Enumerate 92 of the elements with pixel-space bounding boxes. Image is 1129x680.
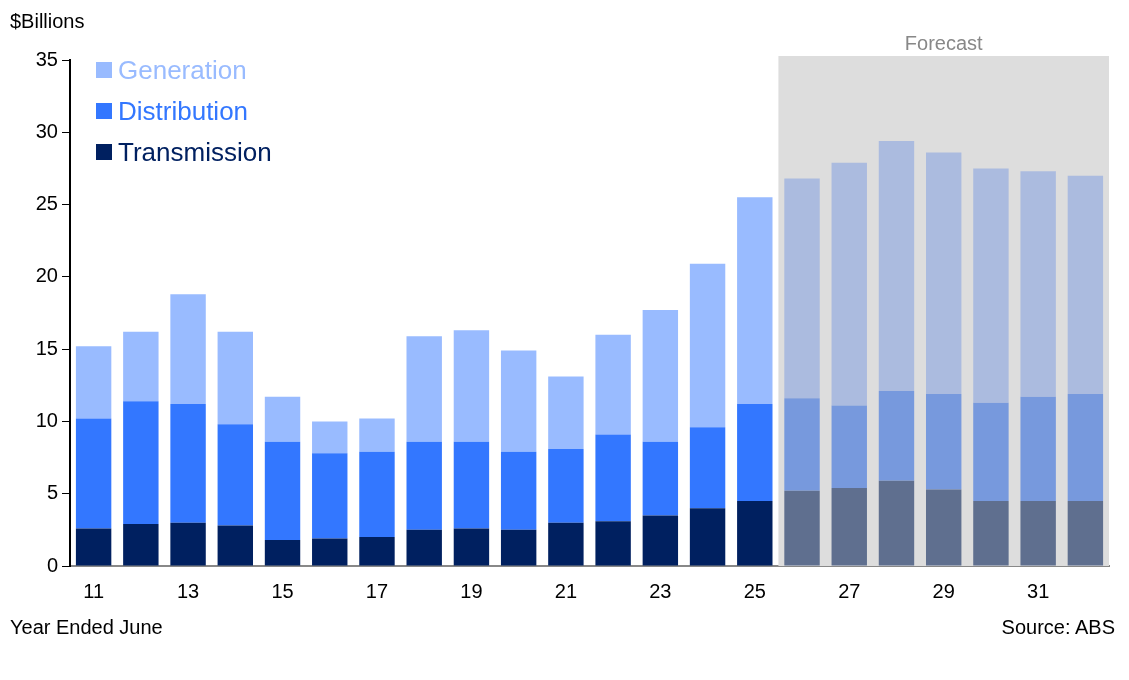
bar: [1020, 500, 1056, 566]
bar: [1067, 500, 1104, 566]
bar: [75, 346, 112, 419]
bar: [925, 489, 962, 566]
bar: [737, 500, 773, 566]
bar: [548, 376, 584, 449]
x-tick-label: 17: [365, 579, 389, 602]
bar: [312, 453, 348, 539]
x-axis-title: Year Ended June: [10, 616, 163, 639]
bar: [642, 441, 679, 516]
y-tick-label: 35: [35, 47, 58, 70]
bar: [359, 451, 395, 538]
bar: [831, 162, 867, 406]
bar: [784, 398, 820, 491]
bar: [453, 441, 490, 529]
bar: [548, 522, 584, 566]
legend-label: Generation: [118, 55, 247, 85]
bar: [406, 529, 442, 566]
bar: [925, 393, 962, 490]
bar: [548, 448, 584, 523]
bar: [123, 331, 159, 402]
bar: [737, 197, 773, 405]
bar: [595, 334, 631, 435]
bar: [737, 404, 773, 501]
bar: [878, 140, 915, 392]
bar: [595, 434, 631, 522]
bar: [359, 418, 395, 452]
x-tick-label: 21: [554, 579, 578, 602]
x-tick-label: 13: [176, 579, 200, 602]
bar: [784, 178, 820, 399]
y-tick-label: 5: [46, 481, 58, 504]
bar: [973, 402, 1009, 501]
x-tick-label: 25: [743, 579, 766, 602]
bar: [689, 263, 726, 428]
bar: [123, 524, 159, 566]
x-tick-label: 29: [932, 579, 955, 602]
y-tick-label: 30: [35, 119, 58, 142]
y-tick-label: 0: [46, 553, 58, 576]
bar: [359, 537, 395, 566]
bar: [75, 418, 112, 529]
bar: [75, 528, 112, 566]
bar: [642, 515, 679, 566]
bar: [217, 525, 254, 566]
text: Forecast: [904, 31, 984, 54]
bar: [170, 522, 206, 566]
y-axis-title: $Billions: [10, 10, 85, 33]
y-tick-label: 20: [35, 264, 58, 287]
bar: [973, 500, 1009, 566]
bar: [500, 350, 537, 452]
bar: [406, 441, 442, 530]
bar: [878, 480, 915, 566]
bar: [170, 404, 206, 523]
bar: [123, 401, 159, 525]
bar: [973, 168, 1009, 403]
bar: [312, 538, 348, 566]
legend-label: Transmission: [118, 137, 272, 167]
bar: [689, 427, 726, 509]
legend-label: Distribution: [118, 96, 249, 126]
bar: [264, 539, 301, 566]
bar: [217, 331, 254, 425]
bar: [1067, 393, 1104, 501]
x-tick-label: 31: [1027, 579, 1050, 602]
bar: [264, 396, 301, 442]
bar: [453, 330, 490, 442]
bar: [312, 421, 348, 454]
x-tick-label: 15: [271, 579, 294, 602]
bar: [1020, 171, 1056, 397]
bar: [453, 528, 490, 566]
bar: [831, 405, 867, 488]
bar: [1067, 175, 1104, 394]
bar: [500, 529, 537, 566]
y-tick-label: 15: [35, 336, 58, 359]
y-tick-label: 10: [35, 408, 58, 431]
bar: [642, 310, 679, 442]
bar: [217, 424, 254, 526]
bar: [1020, 396, 1056, 501]
bar: [831, 487, 867, 566]
x-tick-label: 19: [460, 579, 483, 602]
source-note: Source: ABS: [1001, 616, 1115, 639]
y-tick-label: 25: [35, 192, 58, 215]
bar: [406, 336, 442, 442]
bar: [500, 451, 537, 530]
bar: [264, 441, 301, 540]
bar: [689, 508, 726, 566]
x-tick-label: 27: [838, 579, 861, 602]
x-tick-label: 11: [83, 579, 104, 602]
x-tick-label: 23: [649, 579, 672, 602]
bar: [925, 152, 962, 394]
bar: [784, 490, 820, 566]
bar: [878, 391, 915, 481]
bar: [170, 294, 206, 405]
bar: [595, 521, 631, 566]
